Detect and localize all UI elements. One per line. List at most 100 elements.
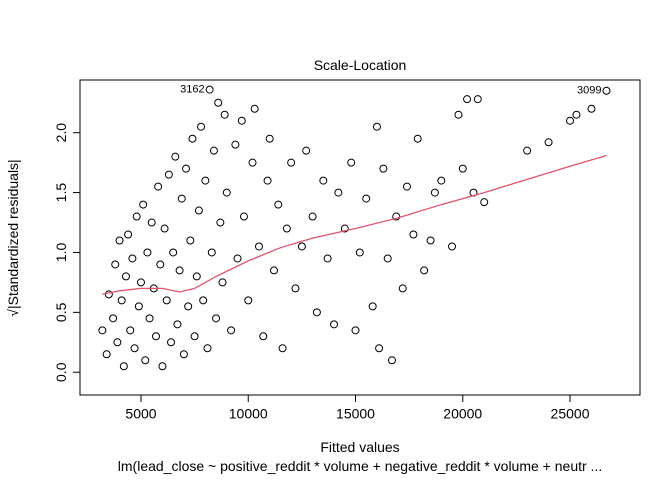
point bbox=[192, 272, 201, 281]
point bbox=[572, 110, 581, 119]
x-tick-label: 10000 bbox=[229, 406, 268, 422]
point bbox=[212, 314, 221, 323]
point bbox=[130, 344, 139, 353]
y-tick-label: 0.5 bbox=[53, 302, 69, 322]
point bbox=[175, 266, 184, 275]
point bbox=[203, 344, 212, 353]
point bbox=[602, 86, 611, 95]
point bbox=[402, 182, 411, 191]
subtitle: lm(lead_close ~ positive_reddit * volume… bbox=[118, 458, 602, 474]
chart-title: Scale-Location bbox=[314, 57, 407, 73]
point-label: 3162 bbox=[180, 83, 204, 95]
point bbox=[124, 230, 133, 239]
point bbox=[291, 284, 300, 293]
point bbox=[448, 242, 457, 251]
point bbox=[145, 314, 154, 323]
point bbox=[136, 278, 145, 287]
point bbox=[362, 194, 371, 203]
plot-frame bbox=[79, 79, 641, 396]
point bbox=[319, 176, 328, 185]
point bbox=[171, 152, 180, 161]
point bbox=[184, 302, 193, 311]
point bbox=[216, 218, 225, 227]
point bbox=[302, 146, 311, 155]
point bbox=[383, 254, 392, 263]
point bbox=[152, 332, 161, 341]
point bbox=[259, 332, 268, 341]
point bbox=[177, 194, 186, 203]
point bbox=[587, 104, 596, 113]
point bbox=[199, 296, 208, 305]
point bbox=[278, 344, 287, 353]
y-tick-label: 2.0 bbox=[53, 123, 69, 143]
point bbox=[330, 320, 339, 329]
point bbox=[454, 110, 463, 119]
point bbox=[186, 236, 195, 245]
point bbox=[372, 122, 381, 131]
point bbox=[173, 320, 182, 329]
point bbox=[334, 188, 343, 197]
point bbox=[113, 338, 122, 347]
point bbox=[237, 116, 246, 125]
point bbox=[409, 230, 418, 239]
point bbox=[544, 138, 553, 147]
x-tick-label: 5000 bbox=[125, 406, 156, 422]
y-tick-label: 1.0 bbox=[53, 243, 69, 263]
point bbox=[147, 218, 156, 227]
point bbox=[218, 278, 227, 287]
point bbox=[98, 326, 107, 335]
point bbox=[194, 206, 203, 215]
point bbox=[392, 212, 401, 221]
point bbox=[375, 344, 384, 353]
point bbox=[154, 182, 163, 191]
x-tick-label: 20000 bbox=[443, 406, 482, 422]
point bbox=[244, 296, 253, 305]
point bbox=[201, 176, 210, 185]
point bbox=[162, 296, 171, 305]
point bbox=[119, 362, 128, 371]
point bbox=[426, 236, 435, 245]
point bbox=[164, 170, 173, 179]
point bbox=[480, 198, 489, 207]
y-axis-label: √|Standardized residuals| bbox=[5, 159, 21, 316]
point bbox=[308, 212, 317, 221]
point bbox=[287, 158, 296, 167]
point bbox=[379, 164, 388, 173]
point bbox=[117, 296, 126, 305]
point bbox=[340, 224, 349, 233]
point bbox=[473, 95, 482, 104]
point bbox=[312, 308, 321, 317]
point bbox=[430, 188, 439, 197]
point bbox=[126, 326, 135, 335]
point bbox=[190, 332, 199, 341]
point bbox=[197, 122, 206, 131]
smooth-line bbox=[102, 154, 607, 296]
point bbox=[297, 242, 306, 251]
point bbox=[207, 248, 216, 257]
point bbox=[420, 266, 429, 275]
point bbox=[222, 188, 231, 197]
point bbox=[250, 104, 259, 113]
point bbox=[323, 254, 332, 263]
point bbox=[209, 146, 218, 155]
point bbox=[141, 356, 150, 365]
point bbox=[143, 248, 152, 257]
point bbox=[188, 134, 197, 143]
point bbox=[254, 242, 263, 251]
point bbox=[231, 140, 240, 149]
point bbox=[167, 338, 176, 347]
point bbox=[179, 350, 188, 359]
y-tick-label: 1.5 bbox=[53, 183, 69, 203]
point bbox=[111, 260, 120, 269]
point bbox=[347, 158, 356, 167]
point bbox=[158, 362, 167, 371]
point bbox=[102, 350, 111, 359]
point bbox=[274, 200, 283, 209]
point bbox=[263, 176, 272, 185]
point bbox=[139, 200, 148, 209]
point bbox=[351, 326, 360, 335]
point bbox=[121, 272, 130, 281]
point bbox=[233, 254, 242, 263]
point bbox=[115, 236, 124, 245]
